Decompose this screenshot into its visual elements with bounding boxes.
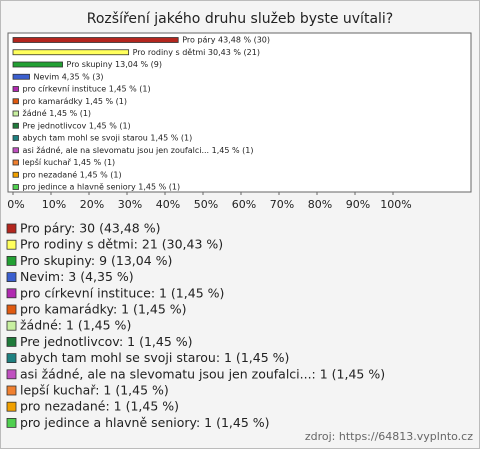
legend-label: Pro skupiny: 9 (13,04 %) [20,253,172,268]
legend-label: Pro páry: 30 (43,48 %) [20,221,160,236]
legend-swatch [6,255,17,266]
x-tick-label: 80% [308,198,332,211]
x-tick-label: 0% [7,198,24,211]
x-tick-label: 50% [194,198,218,211]
bar-label: pro nezadané 1,45 % (1) [23,169,122,179]
legend-swatch [6,288,17,299]
x-tick-label: 60% [232,198,256,211]
legend-label: lepší kuchař: 1 (1,45 %) [20,383,169,398]
bar [12,73,30,80]
plot-frame [7,32,472,193]
legend-swatch [6,336,17,347]
bar [12,135,19,141]
legend-label: pro nezadané: 1 (1,45 %) [20,399,179,414]
bar-label: Pro rodiny s dětmi 30,43 % (21) [133,48,260,57]
x-tick-label: 10% [42,198,66,211]
bar-label: Pro páry 43,48 % (30) [182,36,270,45]
bar [12,110,19,117]
bar-label: pro kamarádky 1,45 % (1) [23,97,127,106]
x-tick-label: 40% [156,198,180,211]
legend-label: Nevim: 3 (4,35 %) [20,269,134,284]
x-tick-label: 100% [380,198,411,211]
legend-swatch [6,272,17,283]
bar [12,37,179,43]
x-tick-label: 20% [80,198,104,211]
bar-label: Pro skupiny 13,04 % (9) [67,60,162,69]
bar-label: pro jedince a hlavně seniory 1,45 % (1) [23,183,181,192]
bar [12,171,19,178]
legend-label: pro církevní instituce: 1 (1,45 %) [20,285,224,300]
bar [12,184,19,190]
legend-swatch [6,417,17,428]
bar-label: abych tam mohl se svoji starou 1,45 % (1… [23,134,193,143]
bar-label: lepší kuchař 1,45 % (1) [23,157,116,167]
bar-label: pro církevní instituce 1,45 % (1) [23,85,151,94]
bar-label: Nevim 4,35 % (3) [34,72,104,81]
x-tick-label: 90% [346,198,370,211]
legend-swatch [6,353,17,364]
legend-label: asi žádné, ale na slevomatu jsou jen zou… [20,366,385,381]
legend-swatch [6,369,17,380]
legend-swatch [6,304,17,315]
legend-label: pro kamarádky: 1 (1,45 %) [20,302,187,317]
legend-label: Pre jednotlivcov: 1 (1,45 %) [20,334,193,349]
legend-label: pro jedince a hlavně seniory: 1 (1,45 %) [20,415,270,430]
bar-label: Pre jednotlivcov 1,45 % (1) [23,121,131,130]
chart-title: Rozšíření jakého druhu služeb byste uvít… [87,11,393,27]
bar-label: asi žádné, ale na slevomatu jsou jen zou… [23,145,254,155]
bar [12,98,19,105]
bar [12,147,19,154]
x-tick-label: 70% [270,198,294,211]
legend-swatch [6,239,17,250]
bar-label: žádné 1,45 % (1) [23,108,92,118]
legend-label: žádné: 1 (1,45 %) [20,318,131,333]
bar [12,49,130,56]
bar [12,61,63,68]
legend-swatch [6,385,17,396]
legend-label: abych tam mohl se svoji starou: 1 (1,45 … [20,350,289,365]
bar [12,122,19,129]
legend-swatch [6,401,17,412]
legend-swatch [6,320,17,331]
legend-label: Pro rodiny s dětmi: 21 (30,43 %) [20,237,223,252]
x-tick-label: 30% [118,198,142,211]
bar [12,159,19,166]
bar [12,86,19,92]
source: zdroj: https://64813.vyplnto.cz [305,430,473,443]
legend-swatch [6,223,17,234]
